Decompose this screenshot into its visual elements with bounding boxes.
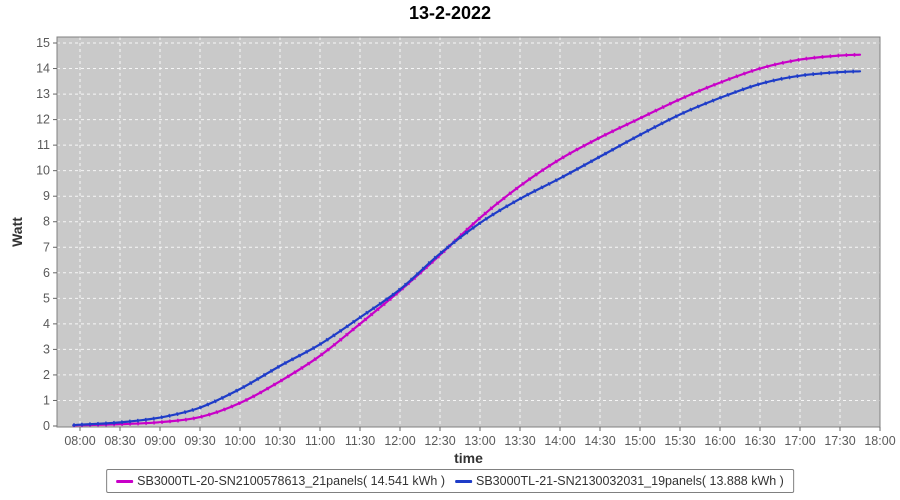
- y-tick-label: 4: [43, 317, 50, 331]
- x-tick-label: 12:00: [384, 434, 415, 448]
- x-tick-label: 11:00: [305, 434, 335, 448]
- legend-item-series-1: SB3000TL-21-SN2130032031_19panels( 13.88…: [455, 474, 784, 488]
- series-1-line-swatch: [455, 479, 472, 483]
- x-tick-label: 09:30: [184, 434, 215, 448]
- y-tick-label: 10: [36, 164, 50, 178]
- x-tick-label: 14:30: [584, 434, 615, 448]
- x-tick-label: 17:00: [784, 434, 815, 448]
- y-tick-label: 1: [43, 393, 50, 407]
- x-tick-label: 13:00: [464, 434, 495, 448]
- y-tick-label: 8: [43, 215, 50, 229]
- x-tick-label: 08:00: [64, 434, 95, 448]
- x-tick-label: 11:30: [345, 434, 375, 448]
- x-tick-label: 17:30: [824, 434, 855, 448]
- y-tick-label: 7: [43, 240, 50, 254]
- legend-label-series-0: SB3000TL-20-SN2100578613_21panels( 14.54…: [137, 474, 445, 488]
- x-tick-label: 08:30: [104, 434, 135, 448]
- series-markers-1: [73, 69, 861, 428]
- y-tick-label: 11: [37, 138, 50, 152]
- x-tick-label: 15:00: [624, 434, 655, 448]
- legend-item-series-0: SB3000TL-20-SN2100578613_21panels( 14.54…: [116, 474, 445, 488]
- y-tick-label: 5: [43, 291, 50, 305]
- y-tick-label: 0: [43, 419, 50, 433]
- x-tick-label: 10:30: [264, 434, 295, 448]
- x-tick-label: 15:30: [664, 434, 695, 448]
- y-tick-label: 9: [43, 189, 50, 203]
- y-tick-label: 6: [43, 266, 50, 280]
- x-tick-label: 10:00: [224, 434, 255, 448]
- series-0-line-swatch: [116, 479, 134, 483]
- x-tick-label: 09:00: [144, 434, 175, 448]
- x-axis-title: time: [454, 450, 483, 466]
- x-tick-label: 18:00: [864, 434, 895, 448]
- x-tick-label: 13:30: [504, 434, 535, 448]
- y-tick-label: 12: [36, 113, 50, 127]
- y-tick-label: 14: [36, 62, 50, 76]
- plot-border: [56, 36, 881, 428]
- x-tick-label: 16:30: [744, 434, 775, 448]
- x-tick-label: 14:00: [544, 434, 575, 448]
- chart-title: 13-2-2022: [408, 3, 492, 23]
- legend-label-series-1: SB3000TL-21-SN2130032031_19panels( 13.88…: [476, 474, 784, 488]
- legend: SB3000TL-20-SN2100578613_21panels( 14.54…: [106, 469, 794, 493]
- y-tick-label: 3: [43, 342, 50, 356]
- y-tick-label: 2: [43, 368, 50, 382]
- y-tick-label: 13: [36, 87, 50, 101]
- x-tick-label: 12:30: [424, 434, 455, 448]
- y-tick-label: 15: [36, 36, 50, 50]
- x-tick-label: 16:00: [704, 434, 735, 448]
